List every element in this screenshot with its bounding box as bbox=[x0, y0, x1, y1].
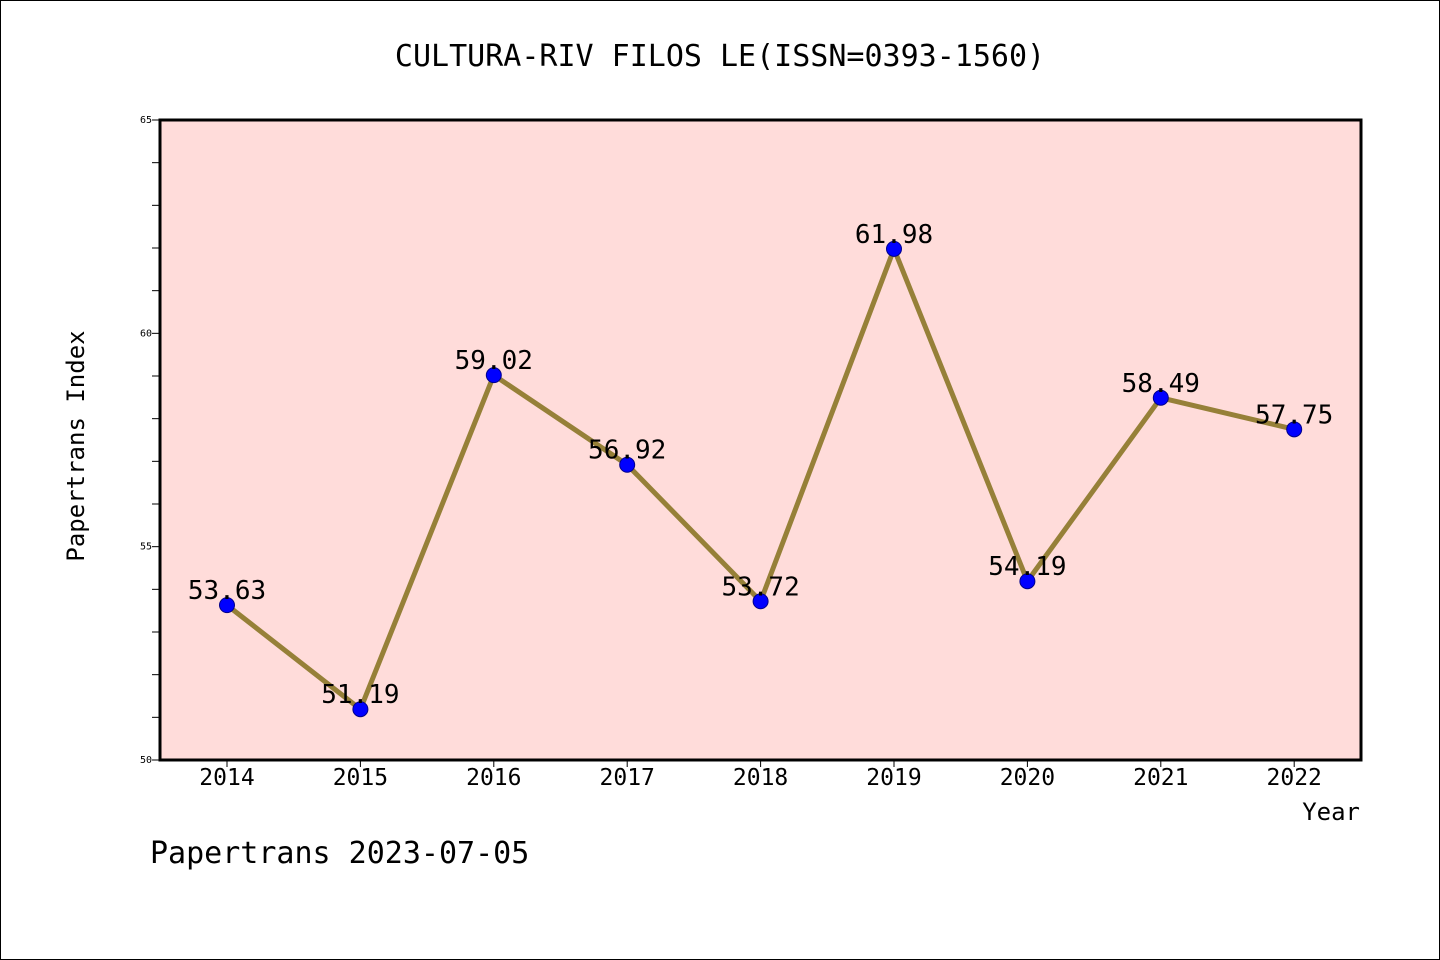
x-tick-label: 2021 bbox=[1133, 765, 1188, 791]
data-point bbox=[485, 367, 502, 384]
data-label: 56.92 bbox=[588, 436, 666, 466]
x-tick-label: 2019 bbox=[866, 765, 921, 791]
data-label: 59.02 bbox=[455, 346, 533, 376]
x-tick-label: 2015 bbox=[333, 765, 388, 791]
data-label: 58.49 bbox=[1122, 369, 1200, 399]
data-label: 51.19 bbox=[321, 680, 399, 710]
x-axis-label: Year bbox=[1302, 798, 1360, 826]
y-axis-label: Papertrans Index bbox=[62, 330, 90, 561]
data-point bbox=[886, 240, 902, 257]
data-label: 54.19 bbox=[988, 552, 1066, 582]
data-point bbox=[1152, 389, 1169, 406]
x-tick-label: 2022 bbox=[1267, 765, 1322, 791]
data-point bbox=[1019, 573, 1036, 590]
data-point bbox=[619, 456, 636, 473]
x-tick-label: 2020 bbox=[1000, 765, 1055, 791]
data-point bbox=[219, 597, 235, 614]
x-tick-label: 2018 bbox=[733, 765, 788, 791]
y-axis: 50 55 60 65 bbox=[140, 115, 160, 766]
x-tick-label: 2016 bbox=[466, 765, 521, 791]
chart-title: CULTURA-RIV FILOS LE(ISSN=0393-1560) bbox=[395, 39, 1045, 74]
data-label: 57.75 bbox=[1255, 400, 1333, 430]
plot-area bbox=[158, 118, 1363, 762]
data-point bbox=[752, 593, 769, 610]
data-label: 53.63 bbox=[188, 576, 266, 606]
data-point bbox=[352, 701, 369, 718]
y-tick-label: 55 bbox=[140, 542, 152, 553]
y-tick-label: 65 bbox=[140, 115, 152, 126]
x-tick-label: 2017 bbox=[600, 765, 655, 791]
data-point bbox=[1286, 421, 1303, 438]
data-label: 61.98 bbox=[855, 220, 933, 250]
data-points bbox=[219, 240, 1303, 718]
footer-text: Papertrans 2023-07-05 bbox=[150, 836, 529, 871]
x-tick-label: 2014 bbox=[199, 765, 254, 791]
x-axis: 2014 2015 2016 2017 2018 2019 2020 2021 2022 bbox=[199, 760, 1322, 791]
data-label: 53.72 bbox=[721, 572, 799, 602]
y-tick-label: 50 bbox=[140, 755, 152, 766]
data-labels: 53.63 51.19 59.02 56.92 53.72 61.98 54.19 58.49… bbox=[188, 220, 1333, 710]
y-tick-label: 60 bbox=[140, 328, 152, 339]
